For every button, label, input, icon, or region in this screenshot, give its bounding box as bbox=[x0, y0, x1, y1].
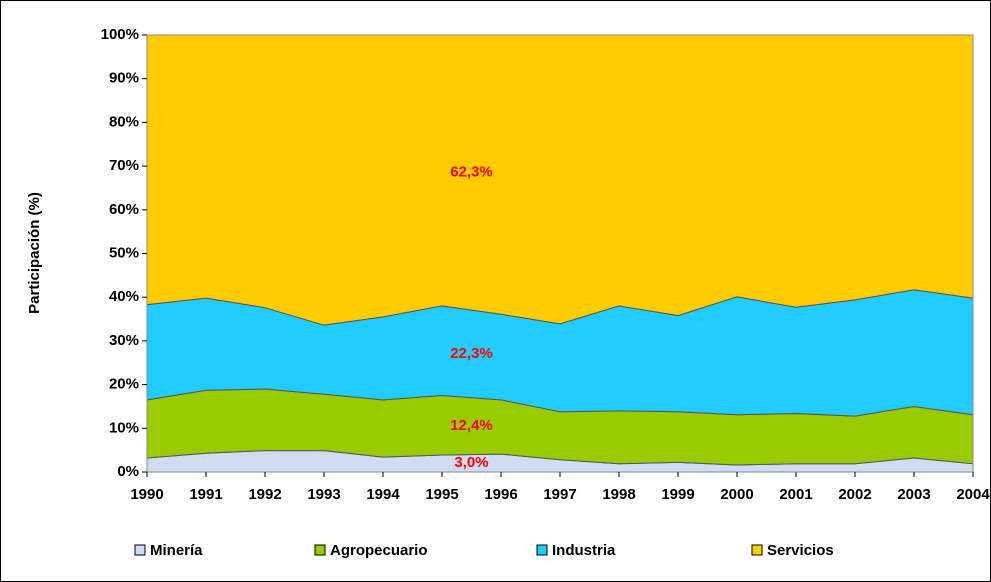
x-tick-label: 2003 bbox=[897, 486, 930, 503]
legend-label: Minería bbox=[150, 542, 203, 559]
y-tick-label: 100% bbox=[101, 26, 139, 43]
annotation: 22,3% bbox=[450, 345, 493, 362]
annotation: 3,0% bbox=[454, 454, 488, 471]
legend-swatch bbox=[314, 544, 326, 556]
area bbox=[146, 34, 974, 326]
y-tick-label: 40% bbox=[109, 288, 139, 305]
legend-swatch bbox=[536, 544, 548, 556]
x-tick-label: 2004 bbox=[956, 486, 990, 503]
x-tick-label: 1997 bbox=[543, 486, 576, 503]
y-tick-label: 30% bbox=[109, 332, 139, 349]
x-tick-label: 2001 bbox=[779, 486, 812, 503]
annotation: 12,4% bbox=[450, 417, 493, 434]
y-tick-label: 70% bbox=[109, 157, 139, 174]
legend-label: Industria bbox=[552, 542, 616, 559]
y-tick-label: 90% bbox=[109, 70, 139, 87]
x-tick-label: 1996 bbox=[484, 486, 517, 503]
x-tick-label: 1999 bbox=[661, 486, 694, 503]
annotation: 62,3% bbox=[450, 164, 493, 181]
x-tick-label: 2000 bbox=[720, 486, 753, 503]
legend-swatch bbox=[134, 544, 146, 556]
legend-swatch bbox=[751, 544, 763, 556]
x-tick-label: 1992 bbox=[248, 486, 281, 503]
x-tick-label: 2002 bbox=[838, 486, 871, 503]
y-axis-label: Participación (%) bbox=[26, 192, 43, 314]
y-tick-label: 80% bbox=[109, 113, 139, 130]
x-tick-label: 1994 bbox=[366, 486, 400, 503]
y-tick-label: 60% bbox=[109, 201, 139, 218]
x-tick-label: 1995 bbox=[425, 486, 458, 503]
y-tick-label: 50% bbox=[109, 244, 139, 261]
x-tick-label: 1998 bbox=[602, 486, 635, 503]
x-tick-label: 1990 bbox=[130, 486, 163, 503]
legend-label: Servicios bbox=[767, 542, 834, 559]
y-tick-label: 0% bbox=[117, 463, 139, 480]
y-tick-label: 10% bbox=[109, 419, 139, 436]
y-tick-label: 20% bbox=[109, 376, 139, 393]
legend-label: Agropecuario bbox=[330, 542, 428, 559]
x-tick-label: 1991 bbox=[189, 486, 222, 503]
x-tick-label: 1993 bbox=[307, 486, 340, 503]
